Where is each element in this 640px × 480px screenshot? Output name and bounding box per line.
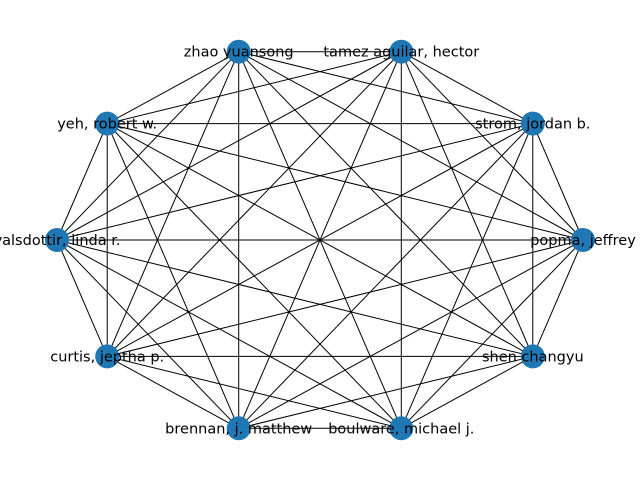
graph-node bbox=[45, 228, 69, 252]
graph-node bbox=[226, 39, 251, 64]
node-label: shen changyu bbox=[482, 349, 584, 365]
labels-layer: popma, jeffrey strom, jordan b. tamez agui… bbox=[0, 45, 636, 438]
edge bbox=[106, 123, 402, 429]
edge bbox=[106, 51, 239, 125]
edges-layer bbox=[56, 51, 584, 429]
edge bbox=[106, 123, 240, 429]
graph-node bbox=[95, 344, 120, 369]
edge bbox=[56, 239, 108, 357]
edge bbox=[106, 51, 240, 357]
edge bbox=[106, 123, 534, 357]
edge bbox=[401, 355, 534, 429]
edge bbox=[56, 239, 402, 429]
edge bbox=[401, 51, 534, 125]
node-label: yeh, robert w. bbox=[57, 117, 157, 133]
edge bbox=[532, 123, 584, 241]
node-label: popma, jeffrey bbox=[530, 233, 636, 249]
edge bbox=[56, 239, 533, 357]
node-label: tamez aguilar, hector bbox=[323, 45, 479, 61]
graph-node bbox=[389, 416, 414, 441]
node-label: curtis, jeptha p. bbox=[50, 349, 164, 365]
graph-node bbox=[95, 111, 120, 136]
edge bbox=[400, 123, 534, 429]
node-label: boulware, michael j. bbox=[328, 421, 474, 437]
edge bbox=[56, 123, 108, 241]
edge bbox=[56, 51, 402, 241]
node-label: zhao yuansong bbox=[184, 45, 294, 61]
node-label: brennan, j. matthew bbox=[165, 421, 312, 437]
graph-node bbox=[520, 344, 545, 369]
edge bbox=[238, 51, 584, 241]
graph-node bbox=[520, 111, 545, 136]
graph-node bbox=[571, 228, 595, 252]
node-label: valsdottir, linda r. bbox=[0, 233, 120, 249]
node-label: strom, jordan b. bbox=[475, 117, 590, 133]
edge bbox=[107, 355, 402, 429]
edge bbox=[56, 239, 240, 429]
edge bbox=[238, 355, 533, 429]
edge bbox=[400, 51, 534, 357]
graph-node bbox=[226, 416, 251, 441]
edge bbox=[106, 355, 239, 429]
nodes-layer bbox=[45, 39, 595, 441]
graph-node bbox=[389, 39, 414, 64]
edge bbox=[238, 239, 584, 429]
edge bbox=[238, 51, 534, 357]
edge bbox=[532, 239, 584, 357]
